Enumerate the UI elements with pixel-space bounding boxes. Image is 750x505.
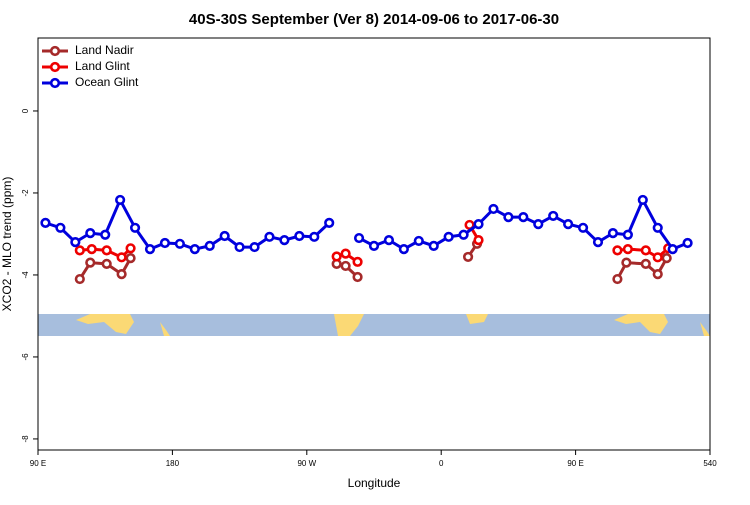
data-point: [607, 228, 619, 239]
y-tick-label: -4: [21, 271, 30, 279]
data-point: [159, 237, 171, 249]
data-point: [640, 258, 651, 269]
data-point: [294, 230, 305, 242]
data-point: [667, 244, 678, 255]
data-point: [352, 256, 363, 267]
data-point: [621, 257, 632, 268]
data-point: [331, 251, 342, 262]
legend-marker: [49, 45, 61, 57]
data-point: [533, 219, 544, 230]
y-tick-label: -6: [21, 353, 30, 361]
data-point: [174, 238, 185, 249]
x-tick-label: 180: [166, 459, 180, 468]
data-point: [383, 235, 395, 246]
data-point: [652, 269, 663, 280]
data-point: [115, 194, 126, 206]
data-point: [74, 245, 85, 256]
data-point: [368, 240, 380, 251]
data-point: [85, 257, 96, 268]
x-tick-label: 90 W: [297, 459, 316, 468]
data-point: [249, 241, 260, 253]
data-point: [563, 219, 574, 230]
data-point: [264, 231, 275, 242]
legend-label: Land Glint: [75, 59, 130, 73]
data-point: [324, 217, 335, 228]
data-point: [85, 228, 96, 239]
data-point: [682, 237, 693, 249]
data-point: [125, 243, 136, 254]
data-point: [548, 210, 559, 222]
data-point: [398, 244, 409, 255]
data-point: [234, 241, 245, 253]
legend-marker: [49, 77, 61, 89]
data-point: [652, 222, 663, 233]
data-point: [622, 229, 633, 240]
y-tick-label: -2: [21, 189, 30, 197]
data-point: [473, 219, 484, 230]
data-point: [309, 231, 320, 242]
chart-title: 40S-30S September (Ver 8) 2014-09-06 to …: [189, 11, 559, 28]
legend-label: Land Nadir: [75, 43, 134, 57]
series-line: [358, 196, 689, 251]
data-point: [340, 260, 351, 272]
data-point: [86, 244, 97, 255]
data-point: [101, 258, 112, 269]
data-point: [488, 203, 499, 215]
data-point: [219, 230, 230, 242]
data-point: [189, 244, 200, 255]
x-tick-label: 0: [439, 459, 444, 468]
y-axis-label: XCO2 - MLO trend (ppm): [0, 177, 14, 312]
data-point: [116, 269, 127, 280]
y-tick-label: -8: [21, 435, 30, 443]
data-point: [661, 253, 672, 264]
data-point: [279, 235, 290, 246]
data-point: [637, 194, 648, 206]
data-point: [640, 245, 651, 256]
x-tick-label: 90 E: [567, 459, 583, 468]
data-point: [204, 240, 215, 251]
data-point: [144, 244, 156, 255]
data-point: [518, 212, 529, 223]
data-point: [129, 222, 141, 233]
data-point: [353, 232, 365, 244]
data-point: [125, 253, 136, 264]
y-tick-label: 0: [21, 108, 30, 113]
data-point: [473, 235, 484, 246]
x-tick-label: 90 E: [30, 459, 46, 468]
plot-frame: [37, 37, 711, 451]
map-strip: [38, 314, 710, 336]
data-point: [612, 245, 623, 256]
data-point: [74, 273, 85, 285]
data-point: [428, 240, 439, 251]
data-point: [462, 251, 474, 263]
data-point: [458, 229, 469, 240]
data-point: [622, 244, 633, 255]
x-axis-label: Longitude: [348, 476, 401, 490]
data-point: [100, 229, 111, 240]
data-point: [101, 245, 112, 256]
data-point: [612, 273, 623, 285]
data-point: [503, 212, 514, 223]
x-tick-label: 540: [703, 459, 717, 468]
legend-marker: [49, 61, 61, 73]
legend-label: Ocean Glint: [75, 75, 139, 89]
data-point: [443, 231, 454, 242]
data-point: [40, 217, 51, 228]
data-point: [116, 252, 127, 263]
data-point: [413, 235, 424, 247]
data-point: [340, 248, 351, 259]
data-point: [70, 237, 81, 248]
data-point: [55, 222, 66, 233]
data-point: [577, 222, 589, 233]
data-point: [652, 252, 663, 263]
data-point: [352, 271, 363, 283]
data-point: [592, 237, 604, 248]
